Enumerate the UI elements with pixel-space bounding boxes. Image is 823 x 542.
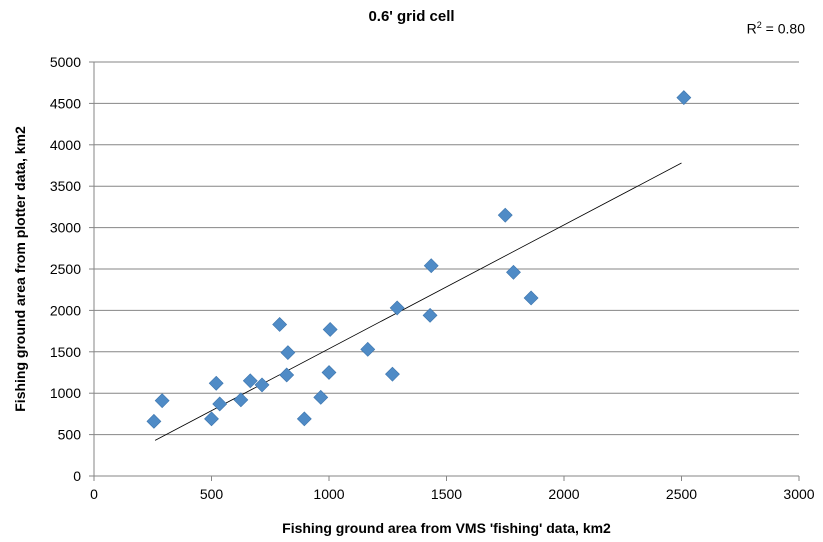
data-point — [208, 375, 224, 391]
data-point — [523, 290, 539, 306]
data-point — [360, 341, 376, 357]
data-point — [313, 389, 329, 405]
data-point — [212, 396, 228, 412]
x-tick-label: 2000 — [548, 486, 579, 502]
r-squared-annotation: R2 = 0.80 — [747, 20, 805, 37]
x-tick-label: 0 — [90, 486, 98, 502]
tick-labels: 0500100015002000250030003500400045005000… — [50, 54, 815, 502]
y-tick-label: 3500 — [50, 178, 81, 194]
data-point — [154, 393, 170, 409]
y-tick-label: 3000 — [50, 220, 81, 236]
trendline-group — [154, 162, 682, 441]
data-point — [242, 373, 258, 389]
data-point — [280, 345, 296, 361]
data-points — [146, 90, 692, 429]
data-point — [389, 300, 405, 316]
data-point — [676, 90, 692, 106]
chart-title: 0.6' grid cell — [368, 8, 455, 25]
x-tick-label: 500 — [200, 486, 224, 502]
x-tick-label: 3000 — [783, 486, 814, 502]
data-point — [146, 413, 162, 429]
r2-value: = 0.80 — [761, 20, 805, 37]
data-point — [279, 367, 295, 383]
y-tick-label: 4000 — [50, 137, 81, 153]
r2-superscript: 2 — [756, 20, 762, 30]
data-point — [321, 365, 337, 380]
data-point — [233, 392, 249, 408]
r2-prefix: R — [746, 20, 757, 37]
y-tick-label: 500 — [58, 427, 82, 443]
x-tick-label: 2500 — [666, 486, 697, 502]
data-point — [204, 411, 219, 427]
y-axis-label: Fishing ground area from plotter data, k… — [12, 126, 28, 412]
y-tick-label: 0 — [73, 468, 81, 484]
data-point — [506, 264, 521, 280]
x-axis-label: Fishing ground area from VMS 'fishing' d… — [282, 520, 611, 536]
x-tick-label: 1000 — [313, 486, 344, 502]
data-point — [423, 258, 439, 274]
data-point — [322, 322, 338, 337]
data-point — [254, 377, 270, 393]
data-point — [422, 307, 438, 323]
y-tick-label: 1000 — [50, 385, 81, 401]
trendline — [154, 162, 682, 441]
data-point — [497, 207, 513, 223]
gridlines — [94, 61, 799, 436]
data-point — [272, 317, 288, 332]
y-tick-label: 1500 — [50, 344, 81, 360]
y-tick-label: 2000 — [50, 302, 81, 318]
data-point — [296, 411, 312, 427]
y-tick-label: 2500 — [50, 261, 81, 277]
y-tick-label: 4500 — [50, 95, 81, 111]
data-point — [385, 366, 400, 382]
y-tick-label: 5000 — [50, 54, 81, 70]
axes — [89, 61, 800, 481]
x-tick-label: 1500 — [431, 486, 462, 502]
